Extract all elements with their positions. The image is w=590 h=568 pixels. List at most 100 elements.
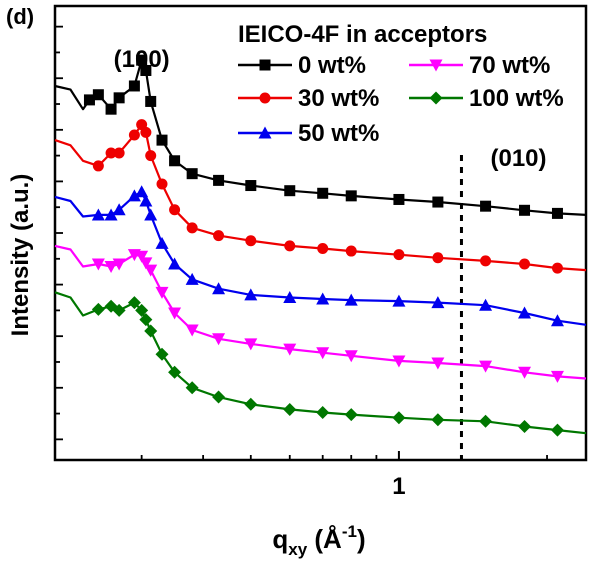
data-point: [104, 208, 118, 221]
legend-entry: 100 wt%: [409, 85, 564, 112]
data-point: [112, 203, 126, 216]
axis-layer: 1 (100) (010): [54, 25, 548, 500]
data-point: [316, 347, 330, 360]
data-point: [344, 350, 358, 363]
series-1: [54, 119, 587, 274]
data-point: [283, 343, 297, 356]
data-point: [155, 286, 169, 299]
data-point: [168, 307, 182, 320]
data-point: [431, 357, 445, 370]
series-layer: [54, 54, 587, 437]
data-point: [140, 126, 152, 138]
x-axis-label-main: q: [272, 524, 288, 554]
data-point: [127, 296, 141, 310]
peak-annotation: (100): [114, 46, 170, 73]
legend-swatch-marker: [258, 126, 272, 139]
legend-entry: 30 wt%: [238, 85, 379, 112]
data-point: [92, 160, 104, 172]
data-point: [185, 381, 199, 395]
x-axis-label: qxy (Å-1): [272, 522, 365, 559]
data-point: [316, 406, 330, 420]
data-point: [91, 208, 105, 221]
data-point: [91, 258, 105, 271]
data-point: [91, 302, 105, 316]
data-point: [169, 204, 181, 216]
data-point: [144, 324, 158, 338]
data-point: [135, 185, 149, 198]
data-point: [550, 314, 564, 327]
data-point: [168, 257, 182, 270]
data-point: [135, 303, 149, 317]
data-point: [480, 200, 492, 212]
data-point: [550, 423, 564, 437]
data-point: [113, 147, 125, 159]
data-point: [244, 397, 258, 411]
data-point: [139, 257, 153, 270]
data-point: [431, 296, 445, 309]
data-point: [168, 365, 182, 379]
data-point: [212, 390, 226, 404]
data-point: [344, 293, 358, 306]
data-point: [345, 245, 357, 257]
data-point: [144, 208, 158, 221]
data-point: [112, 303, 126, 317]
data-point: [432, 196, 444, 208]
data-point: [212, 333, 226, 346]
data-point: [169, 155, 181, 167]
data-point: [185, 272, 199, 285]
x-axis-label-unit-superscript: -1: [342, 522, 357, 541]
data-point: [479, 360, 493, 373]
data-point: [139, 194, 153, 207]
series-0: [54, 54, 587, 219]
data-point: [145, 95, 157, 107]
data-point: [244, 338, 258, 351]
data-point: [432, 252, 444, 264]
data-point: [136, 54, 148, 66]
legend-label: 100 wt%: [469, 85, 564, 112]
data-point: [551, 207, 563, 219]
data-point: [479, 414, 493, 428]
data-point: [156, 134, 168, 146]
data-point: [317, 187, 329, 199]
x-axis-label-unit-open: (Å: [307, 524, 342, 554]
data-point: [144, 264, 158, 277]
data-point: [393, 249, 405, 261]
legend-swatch-marker: [429, 59, 443, 72]
legend-title: IEICO-4F in acceptors: [238, 21, 487, 48]
data-point: [186, 222, 198, 234]
data-point: [128, 80, 140, 92]
data-point: [345, 190, 357, 202]
data-point: [244, 288, 258, 301]
data-point: [140, 64, 152, 76]
series-2: [54, 185, 587, 327]
peak-annotation: (010): [490, 145, 546, 172]
data-point: [83, 94, 95, 106]
data-point: [431, 413, 445, 427]
panel-label: (d): [6, 4, 34, 29]
data-point: [139, 313, 153, 327]
data-point: [128, 129, 140, 141]
x-axis-label-unit-close: ): [357, 524, 366, 554]
legend-swatch-marker: [259, 59, 271, 71]
data-point: [316, 292, 330, 305]
data-point: [245, 180, 257, 192]
legend: 0 wt% 70 wt% 30 wt% 100 wt% 50 wt%: [238, 52, 564, 147]
x-axis-label-subscript: xy: [288, 540, 307, 559]
data-point: [156, 178, 168, 190]
data-point: [283, 402, 297, 416]
legend-label: 0 wt%: [298, 52, 366, 79]
data-point: [104, 261, 118, 274]
data-point: [393, 193, 405, 205]
data-point: [392, 355, 406, 368]
data-point: [105, 103, 117, 115]
data-point: [212, 282, 226, 295]
data-point: [213, 230, 225, 242]
data-point: [155, 347, 169, 361]
legend-label: 30 wt%: [298, 85, 379, 112]
legend-label: 70 wt%: [469, 52, 550, 79]
legend-label: 50 wt%: [298, 120, 379, 147]
data-point: [283, 290, 297, 303]
legend-entry: 0 wt%: [238, 52, 366, 79]
series-4: [54, 291, 587, 437]
